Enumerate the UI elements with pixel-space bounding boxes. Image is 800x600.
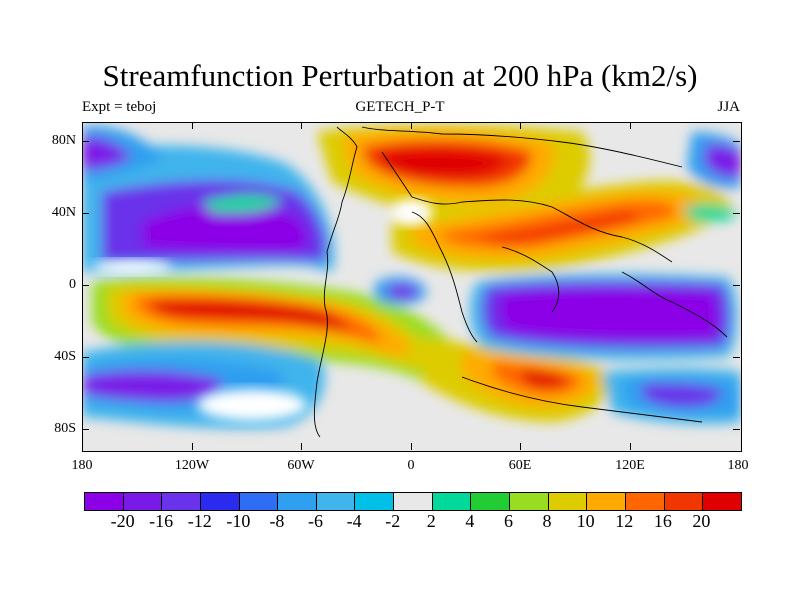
- dataset-label: GETECH_P-T: [355, 99, 445, 115]
- colorbar: [84, 492, 742, 511]
- lat-tick: [733, 285, 740, 286]
- colorbar-label: 10: [576, 511, 595, 531]
- lon-tick: [630, 122, 631, 129]
- colorbar-label: -10: [226, 511, 251, 531]
- colorbar-label: -6: [308, 511, 324, 531]
- colorbar-swatch: [162, 493, 201, 510]
- lon-label-180w: 180: [71, 458, 93, 473]
- colorbar-label: 4: [465, 511, 475, 531]
- colorbar-swatch: [394, 493, 433, 510]
- lat-tick: [82, 357, 89, 358]
- colorbar-label: 6: [503, 511, 513, 531]
- lat-tick: [733, 213, 740, 214]
- lon-tick: [520, 122, 521, 129]
- lat-label-40n: 40N: [51, 205, 76, 220]
- lon-tick: [411, 443, 412, 450]
- lat-tick: [82, 213, 89, 214]
- lat-tick: [82, 141, 89, 142]
- colorbar-label: 20: [692, 511, 711, 531]
- colorbar-swatch: [703, 493, 741, 510]
- lon-label-60e: 60E: [508, 458, 532, 473]
- colorbar-label: 16: [653, 511, 672, 531]
- lat-tick: [733, 429, 740, 430]
- colorbar-label: -4: [346, 511, 362, 531]
- colorbar-swatch: [432, 493, 472, 510]
- experiment-label: Expt = teboj: [82, 99, 157, 115]
- lat-label-80s: 80S: [54, 421, 76, 436]
- lat-tick: [733, 141, 740, 142]
- map-title: Streamfunction Perturbation at 200 hPa (…: [102, 58, 698, 93]
- lat-label-80n: 80N: [51, 133, 76, 148]
- lon-tick: [301, 443, 302, 450]
- lon-tick: [192, 443, 193, 450]
- lat-tick: [733, 357, 740, 358]
- lat-tick: [82, 429, 89, 430]
- colorbar-label: -20: [110, 511, 135, 531]
- lat-label-40s: 40S: [54, 349, 76, 364]
- lon-label-120w: 120W: [174, 458, 210, 473]
- lon-tick: [630, 443, 631, 450]
- colorbar-label: 12: [615, 511, 634, 531]
- colorbar-label: -8: [269, 511, 285, 531]
- season-label: JJA: [717, 99, 740, 115]
- colorbar-label: 2: [426, 511, 436, 531]
- lon-label-0: 0: [407, 458, 415, 473]
- colorbar-swatch: [625, 493, 665, 510]
- colorbar-swatch: [239, 493, 279, 510]
- colorbar-swatch: [548, 493, 588, 510]
- lon-label-60w: 60W: [287, 458, 315, 473]
- colorbar-label: -2: [385, 511, 401, 531]
- colorbar-swatch: [123, 493, 163, 510]
- colorbar-label: 8: [542, 511, 552, 531]
- colorbar-swatch: [355, 493, 395, 510]
- colorbar-swatch: [510, 493, 549, 510]
- lon-label-180e: 180: [727, 458, 749, 473]
- lon-label-120e: 120E: [615, 458, 645, 473]
- colorbar-swatch: [471, 493, 511, 510]
- lon-tick: [301, 122, 302, 129]
- colorbar-swatch: [85, 493, 124, 510]
- lat-tick: [82, 285, 89, 286]
- colorbar-swatch: [278, 493, 317, 510]
- contour-map: [82, 122, 741, 451]
- colorbar-label: -12: [187, 511, 212, 531]
- colorbar-swatch: [664, 493, 704, 510]
- colorbar-swatch: [587, 493, 626, 510]
- colorbar-swatch: [316, 493, 356, 510]
- lon-tick: [411, 122, 412, 129]
- lon-tick: [520, 443, 521, 450]
- lon-tick: [192, 122, 193, 129]
- colorbar-swatch: [200, 493, 240, 510]
- colorbar-label: -16: [149, 511, 174, 531]
- lat-label-0: 0: [69, 277, 76, 292]
